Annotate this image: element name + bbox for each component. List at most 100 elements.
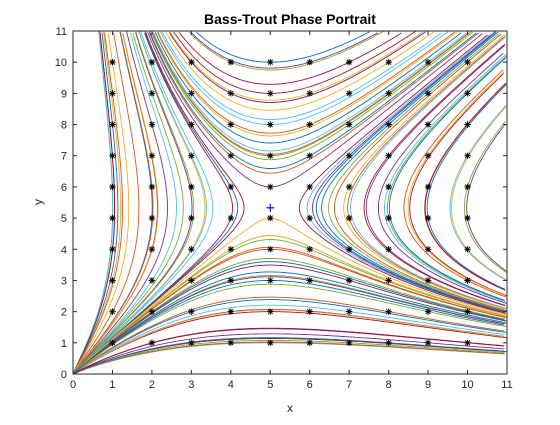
initial-point-marker (306, 277, 313, 284)
trajectory-line (348, 34, 506, 188)
x-tick-label: 6 (307, 379, 313, 391)
y-tick-label: 7 (61, 151, 67, 163)
initial-point-marker (109, 152, 116, 159)
x-tick-label: 7 (346, 379, 352, 391)
y-tick-label: 9 (61, 88, 67, 100)
trajectory-line (132, 33, 153, 94)
initial-point-marker (227, 277, 235, 284)
trajectory-line (427, 53, 504, 125)
initial-point-marker (109, 183, 116, 191)
trajectory-line (298, 186, 507, 314)
initial-point-marker (148, 308, 156, 315)
x-tick-label: 2 (149, 379, 155, 391)
trajectory-line (348, 32, 473, 125)
x-axis-ticks: 0 1 2 3 4 5 6 7 8 9 10 11 (70, 31, 513, 391)
initial-point-marker (109, 277, 116, 284)
equilibrium-group (266, 203, 275, 212)
trajectory-line (309, 32, 477, 157)
trajectory-line (427, 280, 507, 309)
trajectory-line (349, 342, 505, 354)
initial-point-marker (188, 214, 195, 222)
initial-point-marker (227, 121, 235, 128)
initial-point-marker (424, 214, 432, 222)
trajectory-line (388, 311, 505, 332)
x-tick-label: 8 (386, 379, 392, 391)
initial-point-marker (385, 90, 392, 97)
initial-point-marker (424, 277, 432, 284)
trajectory-line (230, 32, 479, 174)
trajectory-line (312, 155, 505, 313)
y-tick-label: 10 (55, 57, 67, 69)
initial-point-marker (148, 121, 156, 128)
trajectory-line (467, 105, 506, 156)
trajectory-line (315, 31, 497, 250)
initial-point-marker (267, 183, 274, 191)
initial-point-marker (188, 308, 195, 315)
trajectory-line (144, 32, 232, 188)
trajectory-line (467, 120, 506, 188)
initial-point-marker (188, 339, 195, 347)
trajectory-line (349, 311, 505, 336)
initial-point-marker (267, 58, 274, 66)
trajectory-line (407, 155, 506, 297)
trajectory-line (428, 311, 507, 328)
trajectory-line (178, 31, 350, 85)
trajectory-line (191, 246, 507, 318)
initial-point-marker (306, 214, 313, 222)
trajectory-line (270, 217, 506, 315)
trajectory-line (107, 33, 113, 63)
trajectory-line (72, 62, 130, 375)
x-tick-label: 9 (425, 379, 431, 391)
trajectory-line (161, 32, 350, 120)
trajectory-line (160, 31, 271, 125)
trajectory-line (190, 31, 310, 69)
trajectory-line (306, 34, 491, 219)
initial-point-marker (188, 246, 195, 253)
initial-point-marker (424, 152, 432, 159)
trajectory-line (424, 124, 506, 291)
initial-point-marker (385, 308, 392, 315)
initial-point-marker (227, 214, 235, 222)
trajectory-line (169, 32, 232, 94)
y-tick-label: 1 (61, 338, 67, 350)
initial-point-marker (148, 214, 156, 222)
initial-point-marker (306, 246, 313, 253)
trajectory-line (427, 218, 506, 290)
y-tick-label: 3 (61, 275, 67, 287)
trajectory-line (151, 32, 350, 161)
trajectory-line (467, 280, 507, 298)
trajectory-line (130, 32, 177, 281)
initial-point-marker (345, 152, 353, 159)
trajectory-line (388, 31, 434, 63)
trajectory-line (191, 32, 462, 144)
trajectory-line (188, 31, 231, 63)
initial-point-marker (188, 121, 195, 128)
trajectory-line (466, 123, 506, 219)
y-axis-label: y (31, 199, 45, 205)
initial-point-marker (148, 277, 156, 284)
trajectory-line (388, 43, 506, 156)
trajectory-line (309, 34, 488, 188)
trajectory-line (427, 71, 505, 156)
initial-point-marker (227, 152, 235, 159)
trajectory-line (112, 32, 140, 312)
trajectory-line (104, 32, 113, 94)
trajectory-line (388, 54, 507, 188)
initial-point-marker (306, 339, 313, 347)
initial-point-marker (148, 246, 156, 253)
trajectory-line (388, 93, 505, 301)
trajectory-line (467, 218, 508, 272)
initial-point-marker (109, 214, 116, 222)
trajectory-line (467, 342, 504, 347)
initial-point-marker (345, 214, 353, 222)
y-axis-ticks: 0 1 2 3 4 5 6 7 8 9 10 11 (55, 26, 507, 381)
initial-point-marker (385, 339, 392, 347)
initial-point-marker (345, 308, 353, 315)
trajectory-line (154, 32, 192, 94)
trajectory-line (119, 31, 153, 219)
initial-point-marker (385, 246, 392, 253)
trajectory-line (270, 31, 370, 63)
initial-point-marker (227, 58, 235, 66)
trajectory-line (135, 32, 193, 219)
trajectory-line (365, 44, 506, 250)
